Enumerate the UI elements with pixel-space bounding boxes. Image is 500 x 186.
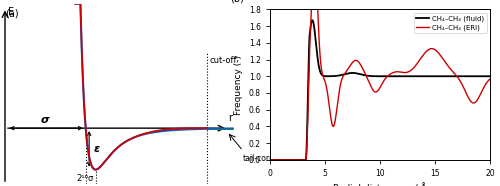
Text: E: E <box>8 7 14 17</box>
CH₄–CH₄ (ERI) <box>361 70 367 72</box>
Text: 2¹⁶σ: 2¹⁶σ <box>76 174 94 183</box>
Line: CH₄–CH₄ (ERI): CH₄–CH₄ (ERI) <box>270 0 490 160</box>
CH₄–CH₄ (ERI) <box>459 83 465 86</box>
Text: (b): (b) <box>230 0 244 3</box>
CH₄–CH₄ (fluid) <box>305 83 311 86</box>
X-axis label: Radial distance, r / Å: Radial distance, r / Å <box>333 184 427 186</box>
CH₄–CH₄ (fluid) <box>482 75 488 77</box>
CH₄–CH₄ (fluid) <box>459 75 465 77</box>
Text: tail-correction: tail-correction <box>243 154 297 163</box>
CH₄–CH₄ (ERI) <box>305 105 311 107</box>
CH₄–CH₄ (ERI) <box>292 159 298 161</box>
Text: r: r <box>228 113 232 123</box>
CH₄–CH₄ (ERI) <box>267 159 273 161</box>
Y-axis label: Frequency (-): Frequency (-) <box>234 55 244 115</box>
Text: σ: σ <box>41 115 50 125</box>
CH₄–CH₄ (ERI) <box>482 83 488 85</box>
Line: CH₄–CH₄ (fluid): CH₄–CH₄ (fluid) <box>270 20 490 160</box>
Legend: CH₄–CH₄ (fluid), CH₄–CH₄ (ERI): CH₄–CH₄ (fluid), CH₄–CH₄ (ERI) <box>414 13 486 33</box>
CH₄–CH₄ (fluid) <box>292 159 298 161</box>
CH₄–CH₄ (fluid) <box>487 75 493 77</box>
Text: cut-off: cut-off <box>210 56 238 65</box>
Text: ε: ε <box>94 144 100 154</box>
CH₄–CH₄ (ERI) <box>352 60 358 62</box>
CH₄–CH₄ (fluid) <box>310 19 316 21</box>
CH₄–CH₄ (ERI) <box>487 78 493 80</box>
CH₄–CH₄ (fluid) <box>267 159 273 161</box>
CH₄–CH₄ (fluid) <box>352 72 358 74</box>
Text: (a): (a) <box>5 9 18 19</box>
CH₄–CH₄ (fluid) <box>361 74 367 76</box>
